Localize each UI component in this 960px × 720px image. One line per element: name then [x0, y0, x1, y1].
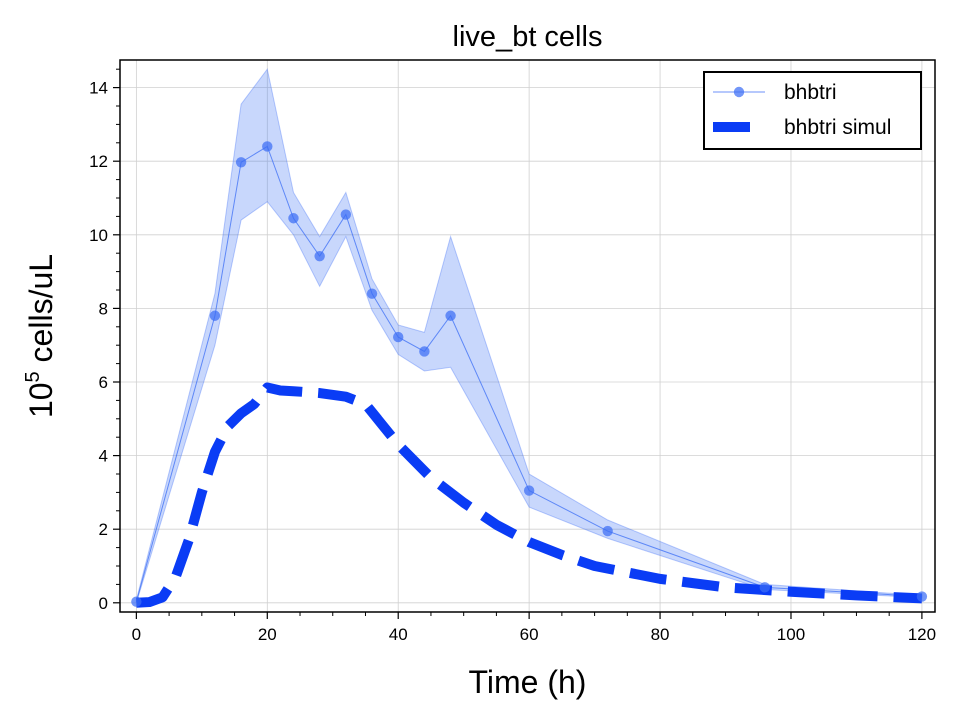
- legend-bhbtri-simul-label: bhbtri simul: [784, 116, 891, 139]
- bhbtri-point: [445, 310, 456, 321]
- bhbtri-point: [209, 310, 221, 321]
- x-axis-title: Time (h): [469, 664, 587, 700]
- bhbtri-point: [131, 596, 142, 607]
- y-axis-title-exponent: 5: [22, 371, 44, 382]
- y-tick-label: 6: [99, 373, 108, 392]
- legend-bhbtri-label: bhbtri: [784, 81, 837, 104]
- x-tick-label: 100: [777, 625, 805, 644]
- y-tick-label: 2: [99, 520, 108, 539]
- bhbtri-point: [366, 288, 378, 299]
- legend: bhbtri bhbtri simul: [703, 71, 922, 150]
- bhbtri-point: [262, 141, 273, 152]
- y-tick-label: 10: [89, 226, 108, 245]
- y-tick-label: 8: [99, 299, 108, 318]
- bhbtri-point: [419, 346, 430, 357]
- x-tick-label: 60: [520, 625, 539, 644]
- plot-area: [131, 68, 928, 608]
- y-axis-title: 105 cells/uL: [22, 254, 59, 418]
- axis-ticks: 0 20 40 60 80 100 120 0 2 4 6 8 10 12 14: [89, 68, 936, 644]
- legend-box: [703, 71, 922, 150]
- bhbtri-point: [523, 485, 535, 496]
- bhbtri-point: [314, 250, 325, 262]
- chart-title: live_bt cells: [453, 21, 603, 53]
- y-tick-label: 12: [89, 152, 108, 171]
- bhbtri-point: [340, 209, 352, 220]
- y-tick-label: 14: [89, 79, 108, 98]
- y-tick-label: 0: [99, 594, 108, 613]
- bhbtri-point: [759, 582, 770, 593]
- x-tick-label: 40: [389, 625, 408, 644]
- x-tick-label: 20: [258, 625, 277, 644]
- x-tick-label: 120: [908, 625, 936, 644]
- plot-frame: [119, 59, 936, 613]
- bhbtri-point: [288, 213, 299, 224]
- gridlines: [120, 60, 935, 612]
- y-axis-title-base: 10: [23, 382, 59, 418]
- bhbtri-point: [916, 591, 928, 602]
- bhbtri-point: [235, 157, 247, 168]
- bhbtri-point: [602, 525, 613, 537]
- y-axis-title-rest: cells/uL: [23, 254, 59, 371]
- x-tick-label: 80: [651, 625, 670, 644]
- y-tick-label: 4: [99, 447, 108, 466]
- legend-bhbtri-marker: [733, 86, 745, 98]
- bhbtri-point: [393, 331, 404, 343]
- x-tick-label: 0: [132, 625, 141, 644]
- bhbtri-simul-line: [136, 382, 923, 608]
